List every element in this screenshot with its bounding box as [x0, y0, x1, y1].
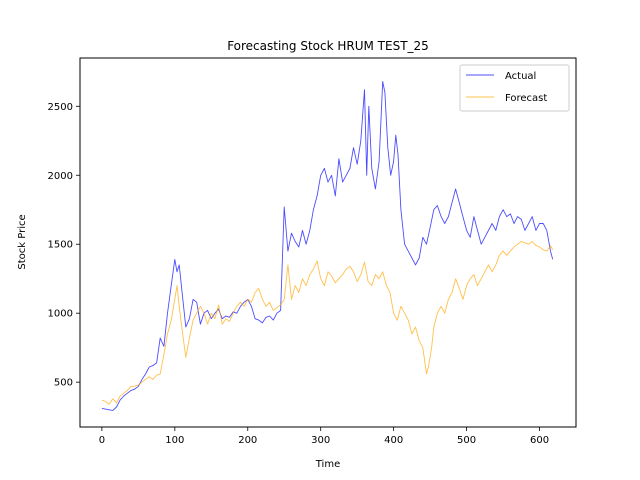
series-layer: [101, 81, 554, 411]
x-axis-ticks: 0 100 200 300 400 500 600: [99, 427, 549, 446]
series-line-actual: [101, 81, 554, 411]
y-tick-label: 500: [54, 378, 73, 389]
y-tick-label: 2500: [48, 102, 73, 113]
plot-frame: [79, 57, 577, 428]
legend-box: [459, 64, 570, 112]
y-axis-ticks: 500 1000 1500 2000 2500: [48, 102, 80, 389]
x-tick-label: 100: [165, 435, 184, 446]
series-line-forecast: [101, 241, 554, 405]
legend: Actual Forecast: [459, 64, 570, 112]
plot-area: [80, 58, 576, 427]
x-tick-label: 300: [311, 435, 330, 446]
y-tick-label: 2000: [48, 171, 73, 182]
x-tick-label: 600: [530, 435, 549, 446]
chart-title: Forecasting Stock HRUM TEST_25: [227, 39, 429, 53]
x-tick-label: 0: [99, 435, 105, 446]
x-tick-label: 400: [384, 435, 403, 446]
x-axis-label: Time: [315, 459, 340, 470]
x-tick-label: 500: [457, 435, 476, 446]
y-tick-label: 1000: [48, 309, 73, 320]
legend-label-forecast: Forecast: [505, 93, 547, 104]
y-tick-label: 1500: [48, 240, 73, 251]
legend-label-actual: Actual: [505, 71, 536, 82]
x-tick-label: 200: [238, 435, 257, 446]
y-axis-label: Stock Price: [17, 214, 28, 269]
